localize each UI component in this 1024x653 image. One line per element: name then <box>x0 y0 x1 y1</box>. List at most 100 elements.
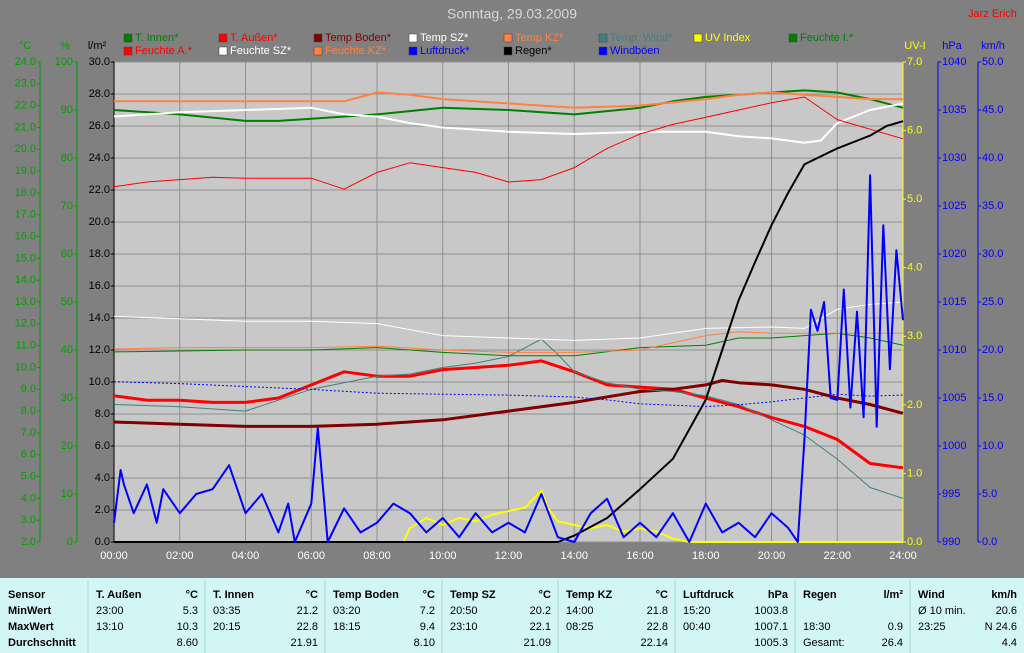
legend-swatch <box>598 33 608 43</box>
legend-swatch <box>218 33 228 43</box>
x-tick-label: 06:00 <box>297 550 325 562</box>
cell-time: Ø 10 min. <box>918 605 966 617</box>
series-line <box>113 89 904 122</box>
legend-swatch <box>313 33 323 43</box>
y-tick-label: 10 <box>61 488 73 500</box>
column-header: Wind <box>918 589 945 601</box>
series-line <box>113 331 903 353</box>
y-tick-label: 995 <box>942 488 960 500</box>
column-unit: l/m² <box>883 589 903 601</box>
cell-value: 22.8 <box>647 621 668 633</box>
x-tick-label: 12:00 <box>495 550 523 562</box>
x-tick-label: 22:00 <box>823 550 851 562</box>
y-tick-label: 20.0 <box>89 216 110 228</box>
y-tick-label: 22.0 <box>89 184 110 196</box>
cell-time: 08:25 <box>566 621 594 633</box>
row-label: MinWert <box>8 605 52 617</box>
column-unit: °C <box>539 589 551 601</box>
cell-time: 03:20 <box>333 605 361 617</box>
cell-value: 1005.3 <box>754 637 788 649</box>
legend-swatch <box>693 33 703 43</box>
y-tick-label: 100 <box>55 56 73 68</box>
cell-time: 23:25 <box>918 621 946 633</box>
y-tick-label: 5.0 <box>982 488 997 500</box>
cell-value: 9.4 <box>420 621 435 633</box>
stats-table <box>0 578 1024 653</box>
cell-time: 00:40 <box>683 621 711 633</box>
x-tick-label: 00:00 <box>100 550 128 562</box>
y-tick-label: 22.0 <box>15 100 36 112</box>
legend-label: UV Index <box>705 32 751 44</box>
x-tick-label: 14:00 <box>560 550 588 562</box>
legend-swatch <box>408 33 418 43</box>
y-tick-label: 2.0 <box>21 536 36 548</box>
column-unit: °C <box>656 589 668 601</box>
y-tick-label: 13.0 <box>15 296 36 308</box>
y-tick-label: 90 <box>61 104 73 116</box>
y-tick-label: 12.0 <box>89 344 110 356</box>
y-tick-label: 1040 <box>942 56 966 68</box>
y-tick-label: 5.0 <box>907 193 922 205</box>
y-tick-label: 14.0 <box>15 274 36 286</box>
cell-value: 8.10 <box>414 637 435 649</box>
axis-label: % <box>60 40 70 52</box>
column-header: Temp KZ <box>566 589 613 601</box>
cell-time: 03:35 <box>213 605 241 617</box>
chart-title: Sonntag, 29.03.2009 <box>447 6 577 22</box>
y-tick-label: 4.0 <box>95 472 110 484</box>
legend-swatch <box>503 46 513 56</box>
legend-swatch <box>788 33 798 43</box>
x-tick-label: 02:00 <box>166 550 194 562</box>
cell-time: 14:00 <box>566 605 594 617</box>
column-unit: km/h <box>991 589 1017 601</box>
legend-label: Feuchte KZ* <box>325 45 387 57</box>
legend-swatch <box>123 46 133 56</box>
y-tick-label: 1015 <box>942 296 966 308</box>
series-line <box>113 301 904 341</box>
cell-time: Gesamt: <box>803 637 845 649</box>
cell-value: 21.91 <box>290 637 318 649</box>
cell-value: 4.4 <box>1002 637 1017 649</box>
y-tick-label: 20 <box>61 440 73 452</box>
legend-label: Feuchte SZ* <box>230 45 292 57</box>
y-tick-label: 15.0 <box>15 252 36 264</box>
cell-value: 22.1 <box>530 621 551 633</box>
y-tick-label: 30.0 <box>89 56 110 68</box>
legend-label: Luftdruck* <box>420 45 470 57</box>
x-tick-label: 16:00 <box>626 550 654 562</box>
author: Jarz Erich <box>968 8 1017 20</box>
y-tick-label: 24.0 <box>15 56 36 68</box>
column-header: Luftdruck <box>683 589 735 601</box>
column-unit: °C <box>423 589 435 601</box>
y-tick-label: 19.0 <box>15 165 36 177</box>
cell-value: 1003.8 <box>754 605 788 617</box>
legend-swatch <box>503 33 513 43</box>
x-tick-label: 24:00 <box>889 550 917 562</box>
y-tick-label: 16.0 <box>15 230 36 242</box>
cell-time: 15:20 <box>683 605 711 617</box>
cell-time: 20:15 <box>213 621 241 633</box>
cell-value: 21.2 <box>297 605 318 617</box>
y-tick-label: 1010 <box>942 344 966 356</box>
cell-value: 20.6 <box>996 605 1017 617</box>
series-line <box>113 96 904 190</box>
legend-label: Regen* <box>515 45 552 57</box>
cell-time: 20:50 <box>450 605 478 617</box>
y-tick-label: 6.0 <box>21 449 36 461</box>
y-tick-label: 1020 <box>942 248 966 260</box>
y-tick-label: 26.0 <box>89 120 110 132</box>
cell-time: 23:10 <box>450 621 478 633</box>
cell-value: 22.14 <box>640 637 668 649</box>
axis-label: UV-I <box>904 40 925 52</box>
x-tick-label: 20:00 <box>758 550 786 562</box>
cell-value: 0.9 <box>888 621 903 633</box>
y-tick-label: 14.0 <box>89 312 110 324</box>
legend-label: Feuchte A.* <box>135 45 193 57</box>
column-header: Temp Boden <box>333 589 399 601</box>
y-tick-label: 16.0 <box>89 280 110 292</box>
y-tick-label: 990 <box>942 536 960 548</box>
column-header: T. Innen <box>213 589 254 601</box>
y-tick-label: 11.0 <box>15 340 36 352</box>
cell-value: 10.3 <box>177 621 198 633</box>
